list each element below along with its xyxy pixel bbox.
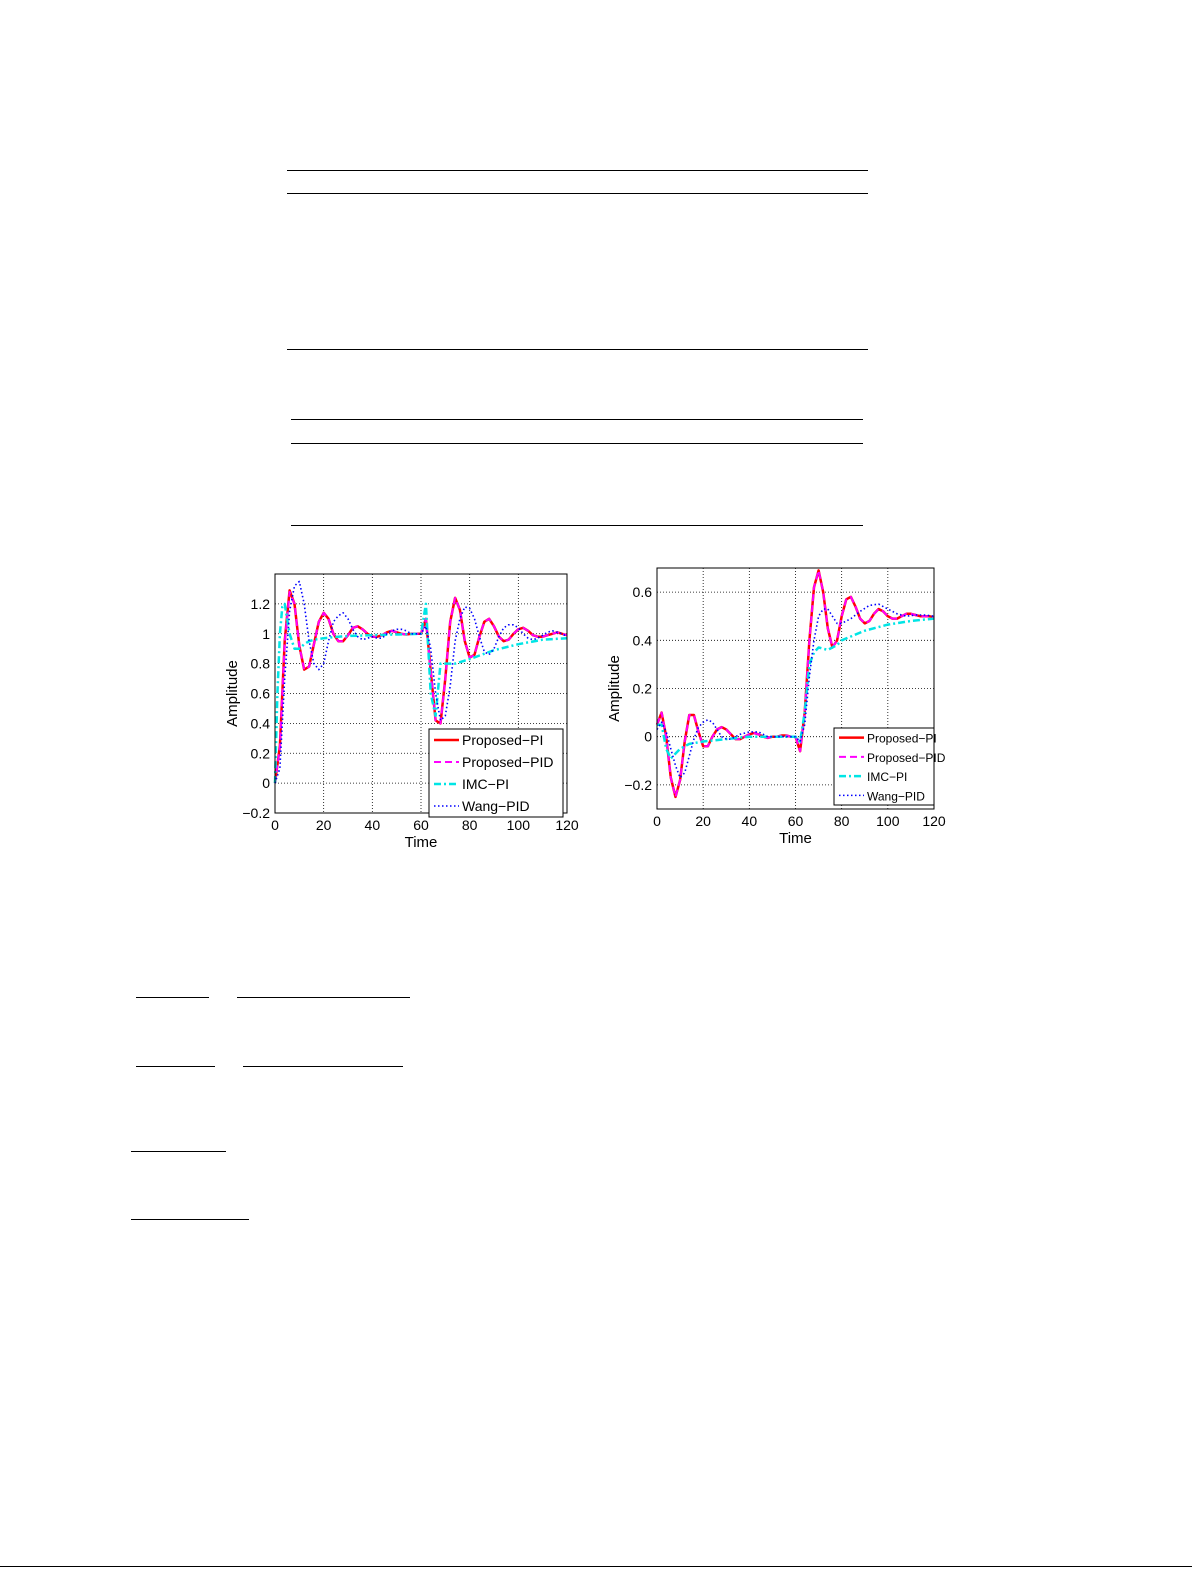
x-tick-label: 0 xyxy=(271,817,279,833)
fraction-bar xyxy=(131,1219,249,1220)
fraction-bar xyxy=(136,1066,215,1067)
y-tick-label: 0.4 xyxy=(251,715,271,731)
plot-frame xyxy=(656,567,935,810)
y-tick-label: 0.8 xyxy=(251,656,271,672)
page-bottom-rule xyxy=(0,1566,1192,1567)
y-tick-label: 0.2 xyxy=(251,745,271,761)
legend-box xyxy=(428,728,564,818)
y-axis-label: Amplitude xyxy=(606,655,623,722)
y-tick-label: 0.6 xyxy=(251,686,271,702)
y-tick-label: 1 xyxy=(262,626,270,642)
x-axis-label: Time xyxy=(405,834,438,851)
legend-label: Proposed−PID xyxy=(867,751,946,765)
y-tick-label: 0 xyxy=(262,775,270,791)
y-tick-label: −0.2 xyxy=(624,777,652,793)
chart-right-response: 0 20 40 60 80 100 120 −0.2 0 0.2 0.4 0.6 Time Amplitu… xyxy=(606,567,946,847)
legend-label: Proposed−PI xyxy=(462,732,543,748)
x-tick-label: 40 xyxy=(365,817,381,833)
legend-label: Proposed−PID xyxy=(462,754,553,770)
legend-label: Wang−PID xyxy=(867,789,925,803)
x-tick-label: 0 xyxy=(653,813,661,829)
legend-label: IMC−PI xyxy=(462,776,509,792)
table2-bottom-rule xyxy=(291,525,863,526)
y-tick-label: −0.2 xyxy=(242,805,270,821)
table1-header-rule xyxy=(287,193,868,194)
y-tick-label: 0.6 xyxy=(633,584,653,600)
x-tick-label: 100 xyxy=(507,817,531,833)
table2-top-rule xyxy=(291,419,863,420)
x-tick-label: 120 xyxy=(555,817,579,833)
legend-label: IMC−PI xyxy=(867,770,907,784)
y-tick-label: 0 xyxy=(644,729,652,745)
legend-box xyxy=(833,727,935,806)
fraction-bar xyxy=(237,997,410,998)
x-axis-label: Time xyxy=(779,830,812,847)
series-line-4 xyxy=(274,580,568,784)
x-tick-label: 80 xyxy=(834,813,850,829)
series-line-3 xyxy=(273,602,568,784)
x-tick-label: 40 xyxy=(742,813,758,829)
legend-label: Wang−PID xyxy=(462,798,530,814)
x-tick-label: 100 xyxy=(876,813,900,829)
y-axis-label: Amplitude xyxy=(224,660,241,727)
series-line-3 xyxy=(657,617,935,760)
y-tick-label: 0.2 xyxy=(633,681,653,697)
x-tick-label: 60 xyxy=(788,813,804,829)
plot-frame xyxy=(274,573,568,814)
fraction-bar xyxy=(136,997,209,998)
table2-header-rule xyxy=(291,443,863,444)
x-tick-label: 80 xyxy=(462,817,478,833)
x-tick-label: 120 xyxy=(922,813,946,829)
chart-left-response: 0 20 40 60 80 100 120−0.200.20.40.60.811.2Time… xyxy=(224,573,579,851)
legend: Proposed−PI Proposed−PID IMC−PI Wang−PID xyxy=(428,728,564,818)
table1-top-rule xyxy=(287,170,868,171)
y-tick-label: 1.2 xyxy=(251,596,271,612)
legend: Proposed−PI Proposed−PID IMC−PI Wang−PID xyxy=(833,727,946,806)
fraction-bar xyxy=(131,1151,226,1152)
table1-bottom-rule xyxy=(287,349,868,350)
x-tick-label: 20 xyxy=(695,813,711,829)
fraction-bar xyxy=(243,1066,403,1067)
x-tick-label: 20 xyxy=(316,817,332,833)
legend-label: Proposed−PI xyxy=(867,732,937,746)
series-line-2 xyxy=(274,590,568,784)
x-tick-label: 60 xyxy=(413,817,429,833)
y-tick-label: 0.4 xyxy=(633,632,653,648)
